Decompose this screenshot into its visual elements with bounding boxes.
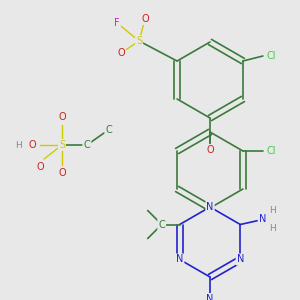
Text: H: H bbox=[15, 140, 21, 149]
Text: Cl: Cl bbox=[266, 146, 276, 156]
Text: F: F bbox=[114, 18, 120, 28]
Text: C: C bbox=[106, 125, 112, 135]
Text: O: O bbox=[206, 145, 214, 155]
Text: H: H bbox=[269, 206, 276, 215]
Text: S: S bbox=[136, 36, 142, 46]
Text: O: O bbox=[36, 162, 44, 172]
Text: O: O bbox=[58, 168, 66, 178]
Text: O: O bbox=[141, 14, 149, 24]
Text: C: C bbox=[84, 140, 90, 150]
Text: N: N bbox=[206, 294, 214, 300]
Text: O: O bbox=[206, 145, 214, 155]
Text: O: O bbox=[58, 112, 66, 122]
Text: Cl: Cl bbox=[266, 51, 276, 61]
Text: N: N bbox=[259, 214, 266, 224]
Text: O: O bbox=[28, 140, 36, 150]
Text: N: N bbox=[237, 254, 244, 265]
Text: C: C bbox=[158, 220, 165, 230]
Text: N: N bbox=[176, 254, 183, 265]
Text: O: O bbox=[117, 48, 125, 58]
Text: N: N bbox=[206, 202, 214, 212]
Text: S: S bbox=[59, 140, 65, 150]
Text: H: H bbox=[269, 224, 276, 233]
